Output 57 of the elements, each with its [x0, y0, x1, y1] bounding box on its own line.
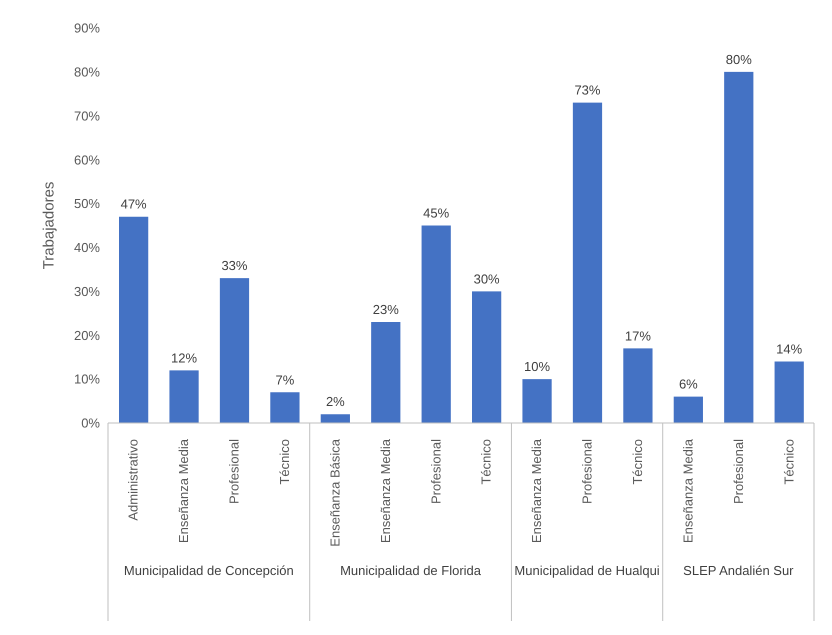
x-tick-label: Enseñanza Media	[680, 438, 696, 544]
bar	[320, 414, 350, 423]
bar	[270, 392, 300, 423]
x-tick-label: Profesional	[428, 438, 444, 504]
bar	[522, 379, 552, 423]
bar	[472, 291, 502, 423]
y-tick-label: 20%	[74, 328, 100, 343]
bar	[169, 370, 199, 423]
bar	[422, 226, 451, 423]
data-label: 12%	[171, 350, 198, 366]
y-tick-label: 10%	[74, 372, 100, 387]
text: Municipalidad de Hualqui	[513, 562, 661, 580]
x-tick-label: Enseñanza Básica	[327, 438, 342, 547]
y-tick-label: 70%	[74, 108, 100, 124]
x-tick-label: Enseñanza Media	[176, 438, 192, 544]
y-tick-label: 30%	[74, 284, 100, 299]
x-tick-label: Técnico	[277, 439, 292, 485]
x-tick-label: Profesional	[730, 438, 746, 504]
data-label: 17%	[624, 328, 652, 344]
y-tick-label: 50%	[74, 196, 100, 212]
bar	[724, 72, 754, 423]
data-label: 23%	[372, 302, 400, 318]
text: Municipalidad de Concepción	[122, 562, 295, 580]
y-tick-label: 0%	[81, 416, 100, 431]
data-label: 6%	[678, 376, 698, 392]
data-label: 45%	[423, 206, 450, 220]
y-tick-label: 60%	[74, 152, 100, 168]
y-tick-label: 80%	[74, 64, 100, 80]
bar	[774, 362, 804, 423]
data-label: 2%	[326, 394, 346, 410]
data-label: 47%	[120, 196, 148, 212]
y-axis-title: Trabajadores	[40, 182, 58, 270]
bar	[572, 102, 602, 423]
bar	[371, 322, 400, 423]
bar	[674, 396, 703, 423]
x-tick-label: Enseñanza Media	[529, 438, 544, 544]
y-tick-label: 90%	[74, 20, 100, 36]
bar	[623, 348, 653, 423]
data-label: 10%	[524, 359, 550, 374]
bar	[119, 216, 148, 423]
x-tick-label: Profesional	[580, 438, 595, 504]
y-tick-label: 40%	[74, 240, 100, 256]
text: SLEP Andalién Sur	[682, 562, 795, 580]
x-tick-label: Técnico	[630, 439, 645, 485]
x-tick-label: Enseñanza Media	[378, 438, 393, 544]
data-label: 14%	[776, 342, 803, 357]
data-label: 30%	[474, 271, 500, 286]
bar	[220, 278, 250, 423]
text: Municipalidad de Florida	[339, 562, 482, 580]
x-tick-label: Técnico	[781, 439, 796, 485]
x-tick-label: Profesional	[226, 438, 242, 504]
x-tick-label: Administrativo	[126, 439, 141, 521]
data-label: 33%	[221, 258, 248, 274]
data-label: 80%	[726, 52, 752, 67]
data-label: 73%	[574, 82, 601, 98]
data-label: 7%	[276, 372, 295, 388]
x-tick-label: Técnico	[478, 439, 494, 485]
